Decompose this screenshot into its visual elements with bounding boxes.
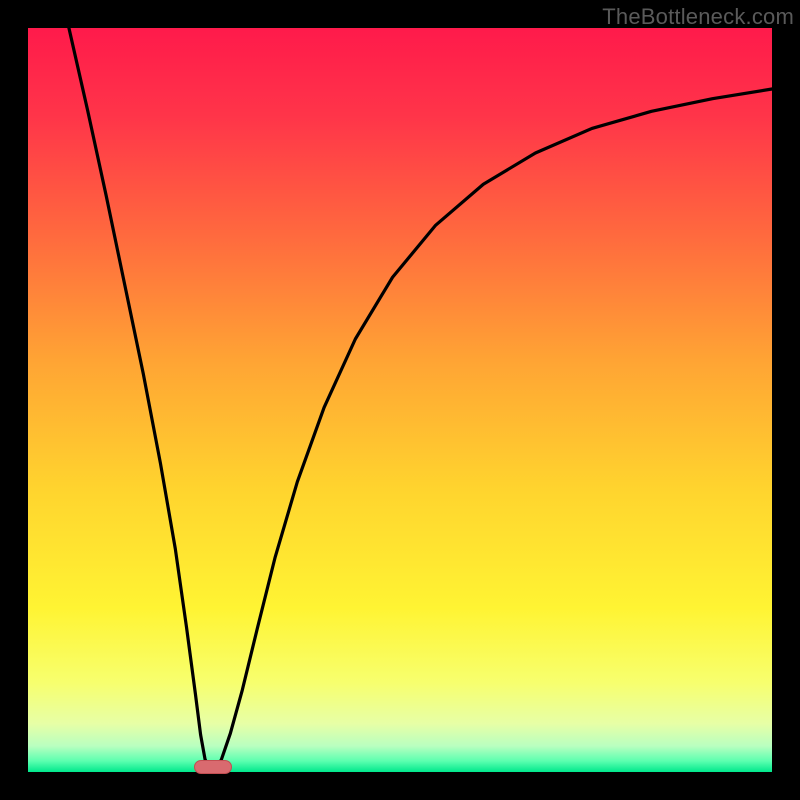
plot-area	[28, 28, 772, 772]
frame-border-right	[772, 0, 800, 800]
frame-border-left	[0, 0, 28, 800]
frame-border-bottom	[0, 772, 800, 800]
chart-frame: TheBottleneck.com	[0, 0, 800, 800]
bottleneck-curve	[28, 28, 772, 772]
watermark-text: TheBottleneck.com	[602, 4, 794, 30]
optimal-marker	[194, 760, 232, 774]
